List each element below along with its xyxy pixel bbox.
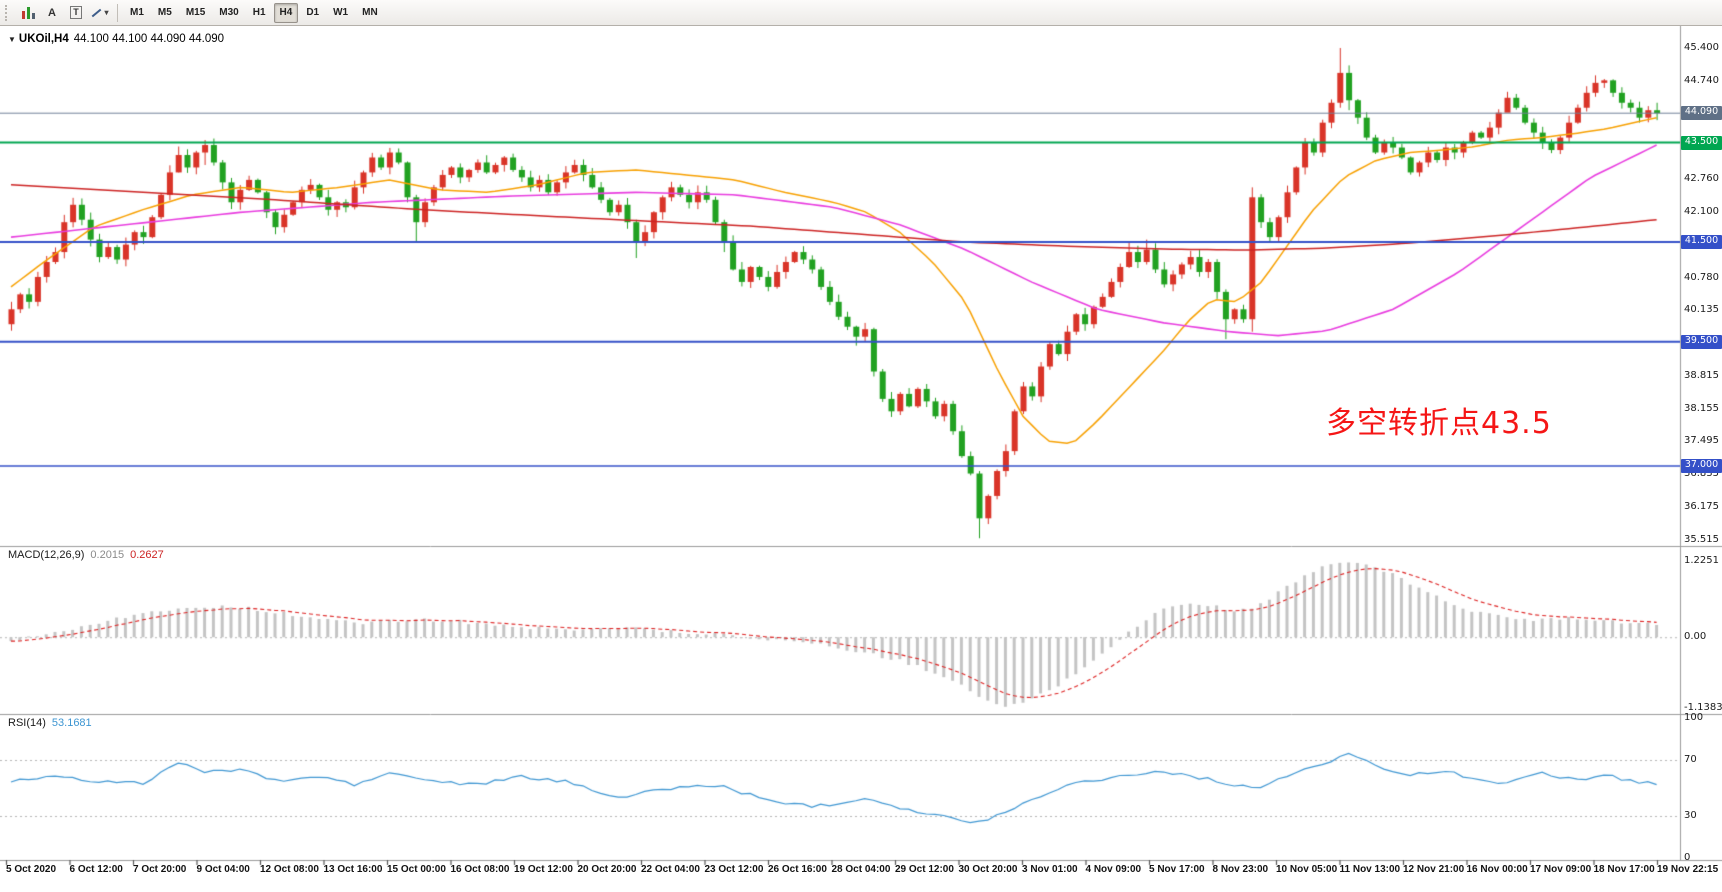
time-scale-label: 13 Oct 16:00 xyxy=(323,864,383,875)
letter-a-icon: A xyxy=(48,6,56,19)
timeframe-button-m30[interactable]: M30 xyxy=(213,3,244,23)
time-scale-label: 10 Nov 05:00 xyxy=(1276,864,1338,875)
toolbar-grip[interactable] xyxy=(5,4,10,21)
rsi-name-label: RSI(14) xyxy=(8,717,46,729)
text-box-icon: T xyxy=(70,6,82,19)
macd-scale-label: 1.2251 xyxy=(1684,555,1719,566)
time-scale-label: 5 Nov 17:00 xyxy=(1149,864,1205,875)
macd-main-value: 0.2015 xyxy=(90,549,125,561)
text-tool-button[interactable]: T xyxy=(65,3,87,23)
time-scale-label: 16 Oct 08:00 xyxy=(450,864,510,875)
tool-group: A T ▾ xyxy=(16,3,112,23)
dropdown-caret-icon: ▾ xyxy=(104,8,109,17)
time-scale[interactable]: 5 Oct 2020 6 Oct 12:00 7 Oct 20:00 9 Oct 04… xyxy=(0,860,1722,892)
price-scale-label: 36.175 xyxy=(1684,501,1719,513)
rsi-scale-label: 0 xyxy=(1684,852,1691,863)
price-scale-label: 35.515 xyxy=(1684,533,1719,545)
time-scale-label: 8 Nov 23:00 xyxy=(1212,864,1269,875)
macd-indicator-label: MACD(12,26,9) 0.2015 0.2627 xyxy=(8,549,164,561)
macd-scale-label: 0.00 xyxy=(1684,631,1707,643)
time-scale-label: 6 Oct 12:00 xyxy=(69,864,123,875)
candlestick-chart-icon xyxy=(21,6,36,19)
ohlc-values-label: 44.100 44.100 44.090 44.090 xyxy=(73,33,225,45)
time-scale-label: 22 Oct 04:00 xyxy=(641,864,700,875)
price-marker-label: 37.000 xyxy=(1681,459,1722,474)
timeframe-group: M1 M5 M15 M30 H1 H4 D1 W1 MN xyxy=(123,2,385,23)
chart-annotation-text[interactable]: 多空转折点43.5 xyxy=(1326,406,1552,441)
timeframe-button-h4[interactable]: H4 xyxy=(273,2,299,23)
price-scale-label: 40.135 xyxy=(1684,304,1719,316)
symbol-period-label: UKOil,H4 xyxy=(18,33,69,45)
time-scale-label: 11 Nov 13:00 xyxy=(1339,864,1401,875)
rsi-scale-label: 70 xyxy=(1684,754,1697,765)
line-studies-dropdown-button[interactable]: ▾ xyxy=(89,3,111,23)
price-scale[interactable]: 45.400 44.740 42.760 42.100 40.780 40.135 38.8… xyxy=(1681,26,1722,863)
timeframe-button-h1[interactable]: H1 xyxy=(247,3,272,23)
time-scale-label: 12 Nov 21:00 xyxy=(1403,864,1465,875)
price-chart-canvas[interactable] xyxy=(0,26,1722,892)
price-scale-label: 42.100 xyxy=(1684,206,1719,218)
timeframe-button-w1[interactable]: W1 xyxy=(327,3,354,23)
time-scale-label: 15 Oct 00:00 xyxy=(387,864,446,875)
rsi-scale-label: 30 xyxy=(1684,810,1697,821)
time-scale-label: 26 Oct 16:00 xyxy=(768,864,827,875)
price-marker-label: 43.500 xyxy=(1681,135,1722,150)
time-scale-label: 19 Nov 22:15 xyxy=(1657,864,1719,875)
macd-name-label: MACD(12,26,9) xyxy=(8,549,85,561)
time-scale-label: 3 Nov 01:00 xyxy=(1022,864,1078,875)
price-marker-label: 39.500 xyxy=(1681,334,1722,349)
macd-signal-value: 0.2627 xyxy=(130,549,164,561)
timeframe-button-mn[interactable]: MN xyxy=(356,3,384,23)
chart-title: ▼ UKOil,H4 44.100 44.100 44.090 44.090 xyxy=(8,29,224,47)
timeframe-button-m5[interactable]: M5 xyxy=(152,3,178,23)
price-scale-label: 37.495 xyxy=(1684,435,1719,447)
time-scale-label: 12 Oct 08:00 xyxy=(260,864,319,875)
oneclick-trading-caret-icon[interactable]: ▼ xyxy=(8,35,16,44)
price-scale-label: 45.400 xyxy=(1684,42,1719,53)
timeframe-button-m1[interactable]: M1 xyxy=(124,3,150,23)
rsi-indicator-label: RSI(14) 53.1681 xyxy=(8,717,92,729)
time-scale-label: 9 Oct 04:00 xyxy=(196,864,250,875)
time-scale-label: 4 Nov 09:00 xyxy=(1085,864,1142,875)
price-scale-label: 40.780 xyxy=(1684,271,1719,283)
time-scale-label: 18 Nov 17:00 xyxy=(1593,864,1655,875)
timeframe-button-m15[interactable]: M15 xyxy=(180,3,211,23)
text-label-tool-button[interactable]: A xyxy=(41,3,63,23)
trendline-icon xyxy=(92,8,102,17)
time-scale-label: 23 Oct 12:00 xyxy=(704,864,764,875)
time-scale-label: 16 Nov 00:00 xyxy=(1466,864,1528,875)
price-scale-label: 36.835 xyxy=(1684,468,1719,480)
time-scale-label: 19 Oct 12:00 xyxy=(514,864,573,875)
time-scale-label: 29 Oct 12:00 xyxy=(895,864,954,875)
rsi-scale-label: 100 xyxy=(1684,712,1704,723)
macd-scale-label: -1.1383 xyxy=(1684,702,1722,713)
timeframe-button-d1[interactable]: D1 xyxy=(300,3,325,23)
price-scale-label: 44.740 xyxy=(1684,74,1719,86)
price-scale-label: 42.760 xyxy=(1684,173,1719,185)
time-scale-label: 17 Nov 09:00 xyxy=(1530,864,1592,875)
time-scale-label: 20 Oct 20:00 xyxy=(577,864,637,875)
price-marker-label: 44.090 xyxy=(1681,106,1722,121)
chart-type-button[interactable] xyxy=(17,3,39,23)
toolbar-separator xyxy=(117,3,118,22)
time-scale-label: 7 Oct 20:00 xyxy=(133,864,187,875)
price-scale-label: 38.815 xyxy=(1684,369,1719,381)
chart-window: ▼ UKOil,H4 44.100 44.100 44.090 44.090 MAC… xyxy=(0,26,1722,892)
time-scale-label: 28 Oct 04:00 xyxy=(831,864,891,875)
time-scale-label: 5 Oct 2020 xyxy=(6,864,57,875)
toolbar: A T ▾ M1 M5 M15 M30 H1 H4 D1 W1 MN xyxy=(0,0,1722,26)
price-scale-label: 38.155 xyxy=(1684,402,1719,414)
time-scale-label: 30 Oct 20:00 xyxy=(958,864,1018,875)
rsi-value: 53.1681 xyxy=(51,717,92,729)
price-marker-label: 41.500 xyxy=(1681,235,1722,250)
